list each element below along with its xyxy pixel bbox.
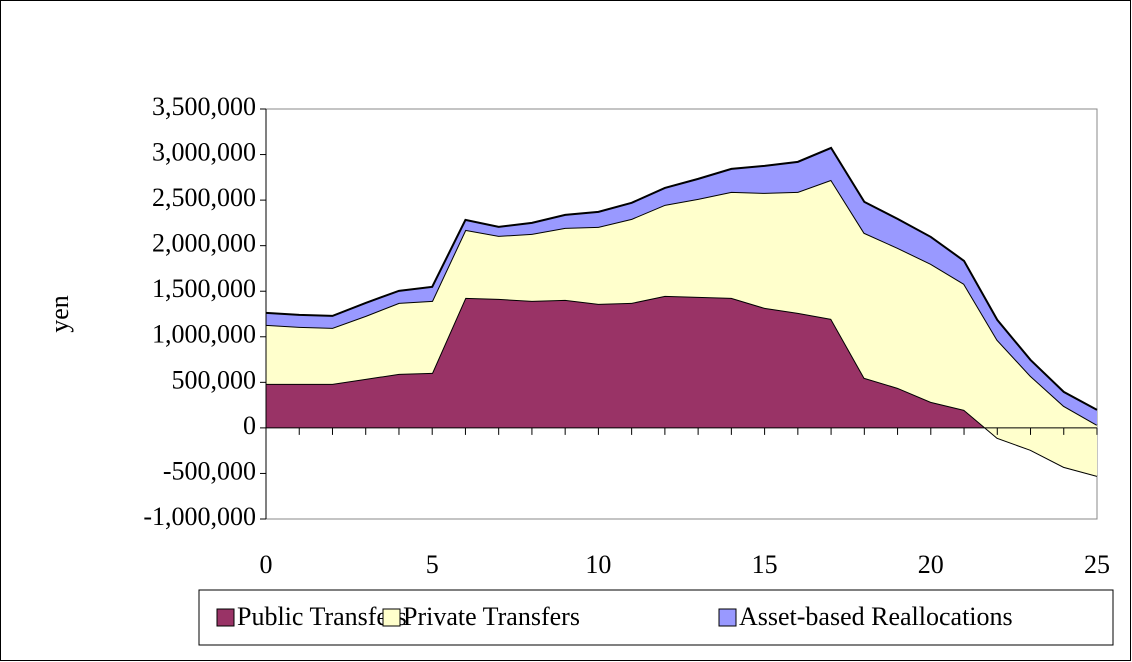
x-tick-label: 10 [585, 550, 611, 579]
area [266, 179, 1097, 476]
area-line [265, 146, 1098, 411]
legend-label: Public Transfers [237, 602, 407, 631]
x-tick-label: 5 [426, 550, 439, 579]
legend-label: Asset-based Reallocations [739, 602, 1013, 631]
y-axis-label: yen [45, 295, 74, 333]
y-tick-label: 3,500,000 [152, 92, 256, 121]
y-tick-label: 500,000 [172, 365, 257, 394]
area [266, 147, 1097, 425]
legend-swatch [718, 608, 737, 627]
x-tick-label: 15 [752, 550, 778, 579]
legend-swatch [382, 608, 401, 627]
area [266, 295, 1097, 476]
y-tick-label: -1,000,000 [143, 502, 256, 531]
y-tick-label: 1,000,000 [152, 320, 256, 349]
legend-swatch [216, 608, 235, 627]
x-tick-label: 0 [260, 550, 273, 579]
x-tick-label: 20 [918, 550, 944, 579]
y-tick-label: 0 [243, 411, 256, 440]
legend-label: Private Transfers [403, 602, 580, 631]
y-tick-label: -500,000 [163, 456, 256, 485]
y-tick-label: 2,000,000 [152, 229, 256, 258]
y-tick-label: 1,500,000 [152, 274, 256, 303]
y-tick-label: 3,000,000 [152, 138, 256, 167]
x-tick-label: 25 [1084, 550, 1110, 579]
legend-box [198, 589, 1114, 646]
y-tick-label: 2,500,000 [152, 183, 256, 212]
